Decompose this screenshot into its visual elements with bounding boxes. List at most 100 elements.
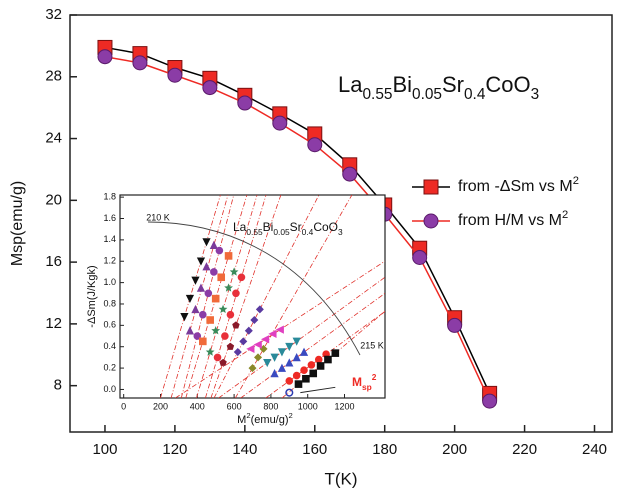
- msp-label-part: sp: [362, 382, 372, 392]
- marker: [202, 238, 211, 247]
- inset-formula-part: 0.4: [302, 227, 314, 237]
- marker: [314, 355, 323, 364]
- y-tick-label: 1.4: [103, 234, 116, 244]
- marker: [237, 95, 253, 111]
- y-tick-label: 1.0: [103, 277, 116, 287]
- y-tick-label: 0.4: [103, 341, 116, 351]
- x-tick-label: 0: [121, 401, 126, 411]
- inset-formula-part: Bi: [263, 220, 274, 234]
- main-frame: [69, 14, 613, 433]
- msp-label-part: M: [352, 375, 362, 389]
- inset-formula: La0.55Bi0.05Sr0.4CoO3: [233, 220, 343, 237]
- marker: [180, 313, 189, 322]
- formula-part: 0.05: [412, 86, 442, 103]
- x-tick-label: 800: [263, 401, 278, 411]
- marker: [270, 353, 279, 362]
- marker: [224, 252, 233, 260]
- marker: [211, 294, 220, 303]
- legend-label-part: from -ΔSm vs M: [458, 178, 573, 195]
- inset-formula-part: 0.05: [273, 227, 290, 237]
- y-tick-label: 1.6: [103, 213, 116, 223]
- marker: [268, 329, 277, 339]
- formula-part: 0.4: [464, 86, 486, 103]
- x-tick-label: 160: [302, 441, 327, 458]
- marker: [316, 362, 325, 370]
- x-axis-label: T(K): [324, 469, 357, 488]
- marker: [254, 353, 263, 362]
- marker: [248, 364, 257, 373]
- marker: [292, 352, 301, 362]
- marker: [226, 342, 235, 350]
- marker: [232, 289, 240, 298]
- msp-label: Msp2: [352, 372, 377, 392]
- y-tick-label: 0.0: [103, 384, 116, 394]
- marker: [132, 55, 148, 71]
- x-tick-label: 140: [232, 441, 257, 458]
- marker: [209, 240, 218, 250]
- inset-formula-part: CoO: [313, 220, 338, 234]
- formula-part: 3: [531, 86, 540, 103]
- formula: La0.55Bi0.05Sr0.4CoO3: [338, 72, 539, 103]
- marker: [218, 304, 228, 314]
- boundary-curve: [147, 221, 361, 356]
- marker: [185, 294, 195, 304]
- marker: [211, 326, 221, 335]
- fit-line: [213, 195, 320, 398]
- fit-line: [210, 195, 282, 398]
- marker: [275, 325, 284, 334]
- label-210k: 210 K: [146, 212, 170, 222]
- y-tick-label: 1.8: [103, 192, 116, 202]
- marker: [229, 267, 239, 276]
- y-tick-label: 0.2: [103, 362, 116, 372]
- y-tick-label: 0.6: [103, 320, 116, 330]
- marker: [226, 310, 235, 319]
- marker: [206, 316, 214, 324]
- marker: [307, 137, 323, 153]
- x-axis-label: M2(emu/g)2: [237, 411, 293, 426]
- inset-formula-part: La: [233, 220, 247, 234]
- x-tick-label: 400: [190, 401, 205, 411]
- marker: [213, 353, 222, 362]
- y-tick-label: 16: [45, 253, 62, 270]
- marker: [253, 340, 262, 349]
- marker: [202, 262, 211, 271]
- marker: [277, 363, 287, 372]
- marker: [215, 246, 224, 255]
- marker: [244, 326, 253, 335]
- marker: [285, 388, 294, 397]
- y-axis-label: -ΔSm(J/Kgk): [86, 265, 98, 327]
- msp-arrow: [300, 386, 336, 394]
- marker: [294, 380, 303, 388]
- marker: [239, 337, 248, 346]
- marker: [260, 335, 270, 344]
- x-tick-label: 120: [162, 441, 187, 458]
- marker: [210, 268, 218, 276]
- x-tick-label: 220: [512, 441, 537, 458]
- marker: [285, 358, 294, 367]
- marker: [300, 366, 308, 375]
- marker: [97, 49, 113, 65]
- marker: [292, 337, 301, 346]
- msp-label-part: 2: [372, 372, 377, 382]
- marker: [196, 257, 206, 266]
- marker: [272, 115, 288, 131]
- marker: [270, 369, 279, 378]
- x-tick-label: 100: [92, 441, 117, 458]
- y-tick-label: 12: [45, 315, 62, 332]
- marker: [202, 80, 218, 96]
- marker: [309, 369, 318, 378]
- marker: [232, 321, 240, 329]
- marker: [167, 67, 183, 83]
- marker: [191, 304, 200, 314]
- marker: [331, 349, 340, 357]
- x-tick-label: 180: [372, 441, 397, 458]
- marker: [199, 310, 207, 319]
- x-axis-label-part: M: [237, 414, 246, 426]
- marker: [246, 344, 255, 353]
- marker: [193, 332, 202, 340]
- y-tick-label: 8: [54, 377, 62, 394]
- marker: [191, 276, 200, 285]
- x-tick-label: 200: [442, 441, 467, 458]
- marker: [217, 273, 226, 282]
- marker: [342, 166, 358, 182]
